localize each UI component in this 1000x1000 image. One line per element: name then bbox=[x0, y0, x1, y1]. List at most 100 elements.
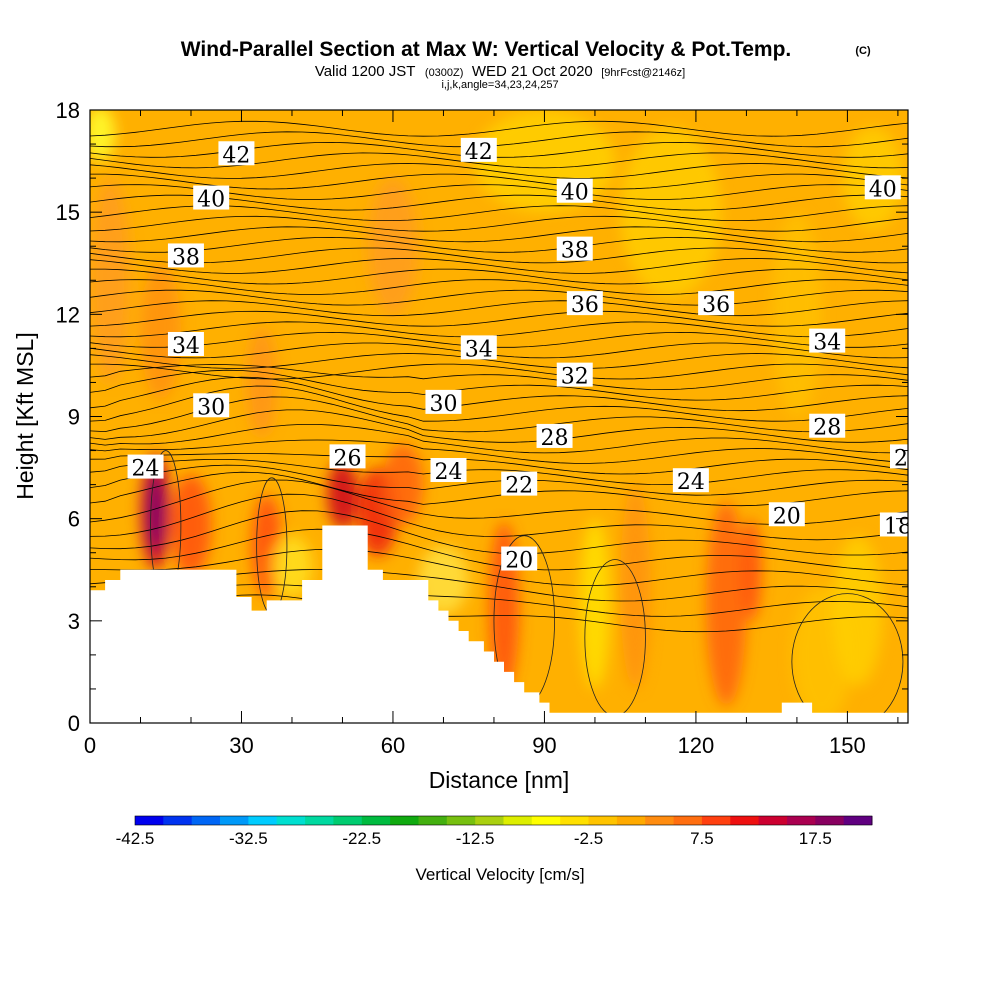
velocity-cell-22 bbox=[741, 518, 762, 621]
contour-label-10: 36 bbox=[698, 291, 735, 318]
velocity-cell-7 bbox=[771, 212, 823, 417]
theta-contour-line-21 bbox=[90, 353, 908, 369]
theta-contour-line-26 bbox=[90, 300, 908, 317]
theta-contour-line-40 bbox=[90, 152, 908, 169]
colorbar-swatch-11 bbox=[446, 816, 476, 825]
contour-label-bg-4 bbox=[556, 178, 593, 203]
colorbar-swatch-21 bbox=[730, 816, 760, 825]
contour-label-text-7: 38 bbox=[561, 239, 589, 264]
x-axis-label: Distance [nm] bbox=[429, 767, 570, 793]
colorbar-swatch-12 bbox=[475, 816, 504, 825]
velocity-cell-21 bbox=[706, 501, 747, 706]
contour-label-bg-14 bbox=[556, 362, 593, 387]
x-tick-label-3: 90 bbox=[532, 733, 556, 758]
contour-label-text-22: 26 bbox=[894, 446, 922, 471]
contour-label-bg-29 bbox=[501, 546, 538, 571]
velocity-field bbox=[90, 110, 903, 723]
colorbar-tick-label-3: -12.5 bbox=[456, 829, 495, 848]
velocity-cell-13 bbox=[271, 535, 313, 597]
contour-label-text-3: 40 bbox=[197, 188, 225, 213]
contour-label-text-6: 38 bbox=[172, 245, 200, 270]
colorbar-swatch-4 bbox=[248, 816, 278, 825]
colorbar-swatch-10 bbox=[418, 816, 448, 825]
y-tick-label-3: 9 bbox=[68, 405, 80, 430]
velocity-cell-24 bbox=[832, 535, 883, 686]
x-tick-label-0: 0 bbox=[84, 733, 96, 758]
y-axis-label: Height [Kft MSL] bbox=[12, 332, 38, 499]
theta-contour-line-33 bbox=[90, 226, 908, 243]
contour-label-text-13: 34 bbox=[813, 331, 841, 356]
contour-label-16: 30 bbox=[193, 393, 230, 420]
colorbar-swatch-5 bbox=[276, 816, 306, 825]
contour-label-bg-16 bbox=[193, 393, 230, 418]
chart-subtitle: Valid 1200 JST (0300Z) WED 21 Oct 2020 [… bbox=[315, 63, 685, 80]
contour-label-13: 34 bbox=[809, 328, 846, 356]
contour-label-bg-19 bbox=[536, 423, 573, 448]
velocity-contour-4 bbox=[791, 593, 904, 723]
contour-label-text-28: 20 bbox=[773, 504, 801, 529]
contour-label-26: 22 bbox=[501, 471, 538, 499]
contour-label-text-1: 42 bbox=[465, 140, 493, 165]
x-tick-label-2: 60 bbox=[381, 733, 405, 758]
contour-label-text-12: 34 bbox=[465, 337, 493, 362]
chart-title-mark: (C) bbox=[855, 45, 871, 57]
colorbar-swatch-14 bbox=[531, 816, 561, 825]
colorbar-tick-label-4: -2.5 bbox=[574, 829, 603, 848]
contour-label-text-0: 42 bbox=[222, 143, 250, 168]
contour-label-text-5: 40 bbox=[869, 177, 897, 202]
contour-label-bg-17 bbox=[425, 389, 462, 414]
contour-label-text-10: 36 bbox=[702, 293, 730, 318]
theta-contour-line-9 bbox=[90, 464, 908, 496]
colorbar-swatch-19 bbox=[673, 816, 703, 825]
colorbar-swatch-8 bbox=[361, 816, 391, 825]
subtitle-valid: Valid 1200 JST bbox=[315, 63, 416, 80]
subtitle-zulu: (0300Z) bbox=[425, 67, 464, 79]
theta-contour-line-19 bbox=[90, 364, 908, 391]
contour-label-text-24: 24 bbox=[435, 460, 463, 485]
colorbar-swatch-13 bbox=[503, 816, 533, 825]
contour-label-23: 24 bbox=[127, 454, 164, 482]
contour-label-11: 34 bbox=[167, 331, 204, 359]
colorbar-swatch-22 bbox=[758, 816, 788, 825]
colorbar-swatch-0 bbox=[135, 816, 164, 825]
colorbar-title: Vertical Velocity [cm/s] bbox=[415, 865, 584, 884]
x-tick-label-4: 120 bbox=[678, 733, 715, 758]
theta-contour-line-29 bbox=[90, 268, 908, 285]
contour-label-bg-10 bbox=[698, 291, 735, 316]
x-tick-label-5: 150 bbox=[829, 733, 866, 758]
chart-indices: i,j,k,angle=34,23,24,257 bbox=[441, 79, 558, 91]
contour-label-bg-24 bbox=[430, 457, 467, 482]
contour-label-30: 18 bbox=[879, 512, 908, 539]
contour-label-bg-25 bbox=[672, 468, 709, 493]
colorbar-tick-label-2: -22.5 bbox=[342, 829, 381, 848]
contour-label-bg-21 bbox=[329, 444, 366, 469]
contour-label-28: 20 bbox=[768, 502, 805, 529]
contour-label-text-4: 40 bbox=[561, 181, 589, 206]
colorbar-swatch-24 bbox=[815, 816, 845, 825]
theta-contour-line-13 bbox=[90, 423, 908, 454]
contour-label-bg-3 bbox=[193, 185, 230, 210]
contour-label-text-11: 34 bbox=[172, 334, 200, 359]
y-tick-label-1: 3 bbox=[68, 609, 80, 634]
contour-label-bg-13 bbox=[809, 328, 846, 353]
contour-label-bg-5 bbox=[864, 175, 901, 200]
theta-contour-line-11 bbox=[90, 453, 908, 475]
colorbar-swatch-25 bbox=[843, 816, 873, 825]
colorbar-swatch-9 bbox=[390, 816, 419, 825]
contour-label-bg-1 bbox=[460, 137, 497, 162]
contour-label-text-9: 36 bbox=[571, 293, 599, 318]
contour-label-bg-0 bbox=[218, 141, 255, 166]
contour-label-14: 32 bbox=[556, 362, 593, 390]
contour-label-20: 28 bbox=[809, 413, 846, 441]
theta-contour-line-18 bbox=[90, 369, 908, 401]
theta-contour-line-23 bbox=[90, 331, 908, 348]
colorbar-tick-label-5: 7.5 bbox=[690, 829, 714, 848]
theta-contour-line-6 bbox=[90, 493, 908, 541]
chart-title: Wind-Parallel Section at Max W: Vertical… bbox=[181, 38, 792, 61]
contour-label-25: 24 bbox=[672, 468, 709, 495]
theta-contour-line-16 bbox=[90, 385, 908, 422]
theta-contour-line-17 bbox=[90, 376, 908, 412]
theta-contour-line-25 bbox=[90, 310, 908, 327]
theta-contour-line-5 bbox=[90, 510, 908, 556]
